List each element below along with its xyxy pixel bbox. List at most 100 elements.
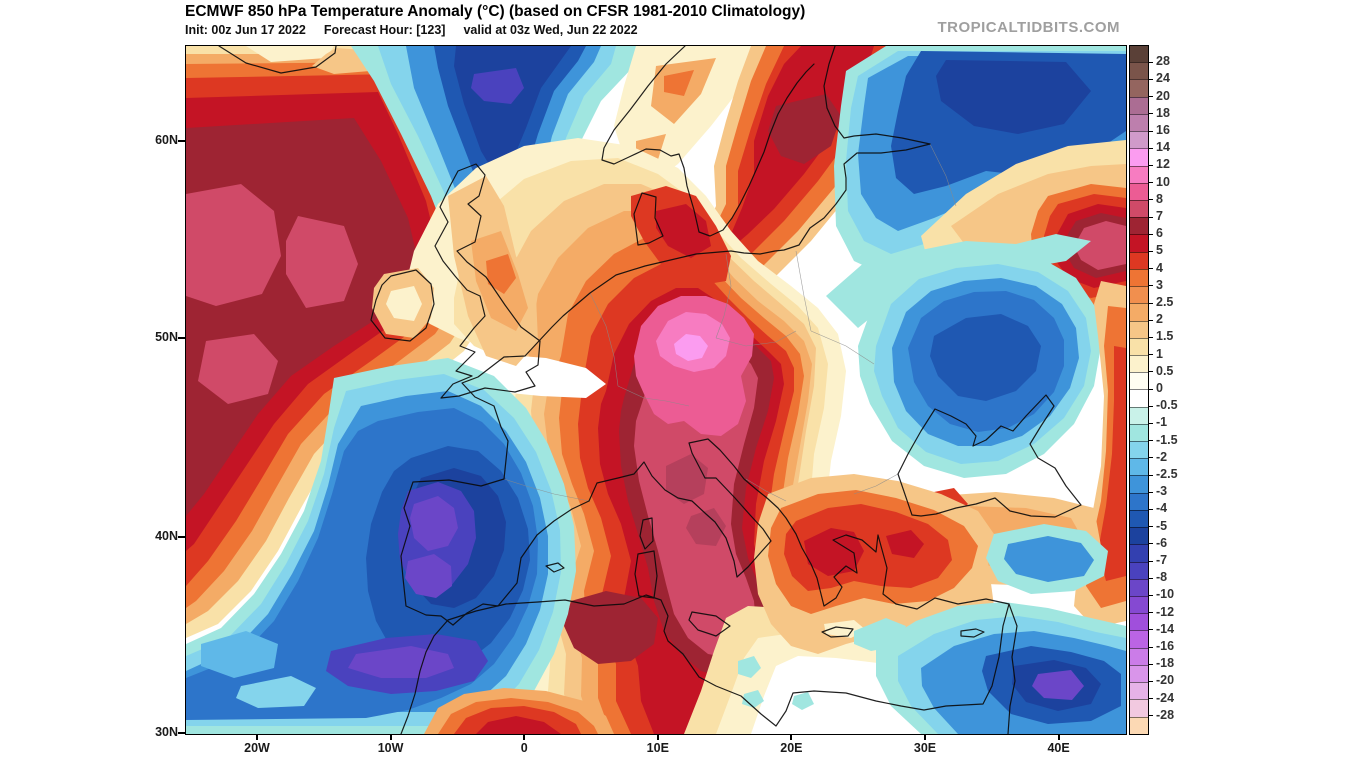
colorbar-label: -18 <box>1156 656 1175 671</box>
coast-norway <box>601 46 815 237</box>
colorbar-band <box>1130 441 1148 459</box>
colorbar-label: -6 <box>1156 535 1168 550</box>
coast-cyprus <box>960 628 985 638</box>
colorbar-tick <box>1148 440 1153 442</box>
colorbar-tick <box>1148 663 1153 665</box>
lat-label: 60N <box>155 133 178 147</box>
colorbar-label: 2.5 <box>1156 295 1174 309</box>
colorbar-band <box>1130 423 1148 442</box>
colorbar-tick <box>1148 680 1153 682</box>
pale-band-libya <box>684 606 886 734</box>
colorbar-band <box>1130 613 1148 631</box>
colorbar-label: 0.5 <box>1156 363 1174 378</box>
colorbar-label: 8 <box>1156 191 1163 206</box>
lon-tick <box>523 734 526 740</box>
lon-label: 20E <box>780 741 803 755</box>
colorbar-label: -8 <box>1156 570 1168 585</box>
coast-bothnia-finland <box>823 46 931 145</box>
colorbar-label: -0.5 <box>1156 398 1178 413</box>
lon-tick <box>1057 734 1060 740</box>
colorbar-label: 18 <box>1156 105 1170 120</box>
colorbar-band <box>1130 682 1148 700</box>
colorbar-label: -1 <box>1156 415 1168 430</box>
colorbar-tick <box>1148 147 1153 149</box>
lat-label: 40N <box>155 529 178 543</box>
forecast-hour: Forecast Hour: [123] <box>323 23 446 37</box>
warm-aegean-west-turkey <box>754 474 994 654</box>
colorbar-label: -2.5 <box>1156 467 1178 481</box>
anomaly-map <box>185 45 1127 735</box>
colorbar-tick <box>1148 250 1153 252</box>
colorbar-band <box>1130 46 1148 63</box>
colorbar-tick <box>1148 457 1153 459</box>
colorbar-band <box>1130 79 1148 97</box>
colorbar-tick <box>1148 182 1153 184</box>
coast-iceland <box>218 46 337 74</box>
colorbar <box>1129 45 1149 735</box>
colorbar-tick <box>1148 199 1153 201</box>
colorbar-band <box>1130 354 1148 373</box>
coast-denmark <box>633 192 664 246</box>
colorbar-band <box>1130 544 1148 562</box>
chart-subtitle: Init: 00z Jun 17 2022 Forecast Hour: [123… <box>185 23 656 37</box>
colorbar-tick <box>1148 233 1153 235</box>
init-time: Init: 00z Jun 17 2022 <box>185 23 306 37</box>
lon-tick <box>656 734 659 740</box>
colorbar-label: -16 <box>1156 639 1175 653</box>
coast-black-sea <box>897 394 1082 518</box>
colorbar-label: 7 <box>1156 209 1163 223</box>
colorbar-band <box>1130 406 1148 424</box>
coast-spain-med <box>452 500 590 626</box>
coast-italy-west <box>588 452 772 578</box>
coast-crete <box>821 626 854 638</box>
colorbar-label: 3 <box>1156 277 1163 292</box>
colorbar-band <box>1130 664 1148 683</box>
colorbar-tick <box>1148 336 1153 338</box>
colorbar-tick <box>1148 612 1153 614</box>
coast-sardinia <box>634 550 658 599</box>
colorbar-label: 1 <box>1156 346 1163 361</box>
colorbar-band <box>1130 475 1148 493</box>
colorbar-label: -20 <box>1156 673 1175 688</box>
colorbar-label: 6 <box>1156 226 1163 241</box>
colorbar-band <box>1130 561 1148 579</box>
watermark-logo: TROPICALTIDBITS.COM <box>937 19 1120 36</box>
colorbar-tick <box>1148 646 1153 648</box>
cold-pool-iberia-atlantic <box>186 358 576 734</box>
colorbar-band <box>1130 217 1148 235</box>
coast-ireland <box>370 269 435 342</box>
colorbar-tick <box>1148 577 1153 579</box>
colorbar-band <box>1130 492 1148 510</box>
colorbar-label: -12 <box>1156 604 1175 619</box>
warm-anomaly-atlantic <box>186 46 504 638</box>
colorbar-tick <box>1148 302 1153 304</box>
lon-label: 40E <box>1047 741 1070 755</box>
colorbar-band <box>1130 630 1148 648</box>
lon-label: 10W <box>377 741 404 755</box>
coast-morocco-atlantic <box>400 619 449 734</box>
colorbar-band <box>1130 596 1148 614</box>
warm-morocco <box>424 688 614 734</box>
colorbar-tick <box>1148 594 1153 596</box>
colorbar-band <box>1130 389 1148 407</box>
colorbar-tick <box>1148 96 1153 98</box>
warm-blob-east-edge <box>1031 184 1126 308</box>
coast-balearics <box>545 562 565 573</box>
lon-label: 0 <box>520 741 528 755</box>
lon-label: 10E <box>646 741 669 755</box>
colorbar-label: 4 <box>1156 260 1163 275</box>
colorbar-label: 24 <box>1156 71 1170 86</box>
colorbar-label: 2 <box>1156 312 1163 327</box>
colorbar-band <box>1130 578 1148 596</box>
colorbar-band <box>1130 131 1148 149</box>
colorbar-tick <box>1148 216 1153 218</box>
lat-label: 50N <box>155 330 178 344</box>
lat-tick <box>178 732 185 734</box>
lat-tick <box>178 536 185 538</box>
colorbar-label: 16 <box>1156 123 1170 137</box>
colorbar-tick <box>1148 130 1153 132</box>
colorbar-band <box>1130 303 1148 321</box>
colorbar-band <box>1130 251 1148 269</box>
colorbar-tick <box>1148 371 1153 373</box>
